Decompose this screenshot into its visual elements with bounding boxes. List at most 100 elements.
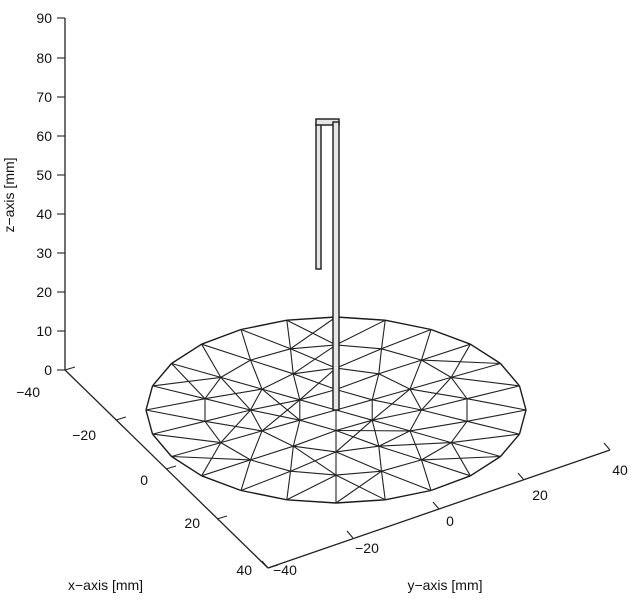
mesh-edge — [205, 410, 251, 421]
mesh-edge — [202, 330, 241, 345]
z-axis-label: z−axis [mm] — [1, 157, 17, 232]
mesh-edge — [410, 431, 451, 443]
mesh-edge — [291, 317, 337, 349]
mesh-edge — [372, 374, 379, 400]
mesh-edge — [520, 410, 527, 434]
mesh-edge — [379, 431, 410, 446]
mesh-edge — [451, 434, 519, 443]
mesh-edge — [287, 500, 336, 503]
mesh-edge — [336, 368, 379, 374]
mesh-edge — [467, 399, 526, 410]
mesh-edge — [251, 360, 294, 374]
mesh-edge — [336, 500, 385, 503]
mesh-edge — [221, 377, 262, 389]
mesh-edge — [372, 389, 410, 420]
mesh-edge — [451, 377, 467, 398]
mesh-edge — [251, 349, 291, 360]
z-tick-label: 80 — [36, 50, 52, 66]
z-tick-label: 90 — [36, 10, 52, 26]
mesh-edge — [336, 390, 372, 400]
mesh-edge — [336, 349, 382, 368]
mesh-edge — [382, 471, 386, 500]
mesh-edge — [422, 399, 468, 410]
mesh-edge — [431, 330, 470, 345]
mesh-edge — [422, 460, 432, 491]
mesh-edge — [382, 471, 432, 490]
mesh-edge — [422, 410, 468, 421]
mesh-edge — [146, 410, 205, 421]
mesh-edge — [451, 421, 467, 442]
mesh-edge — [372, 420, 379, 446]
mesh-edge — [336, 320, 385, 345]
mesh-edge — [379, 446, 382, 471]
mesh-edge — [291, 345, 337, 349]
mesh-edge — [520, 386, 527, 410]
mesh-edge — [470, 344, 500, 363]
z-tick-label: 30 — [36, 245, 52, 261]
y-ticks — [262, 443, 610, 568]
mesh-edge — [467, 421, 520, 434]
mesh-edge — [205, 399, 251, 410]
mesh-edge — [379, 360, 422, 374]
mesh-edge — [372, 410, 421, 420]
mesh-edge — [410, 360, 422, 389]
x-tick-label: 40 — [236, 562, 252, 578]
mesh-edge — [251, 410, 300, 420]
mesh-edge — [205, 421, 221, 442]
mesh-edge — [205, 377, 221, 398]
z-ticks — [57, 18, 65, 370]
mesh-edge — [153, 364, 172, 386]
mesh-edge — [241, 471, 291, 490]
mesh-edge — [291, 471, 337, 475]
mesh-edge — [382, 460, 422, 471]
mesh-edge — [153, 434, 221, 443]
probe-short-arm — [316, 124, 321, 269]
mesh-edge — [422, 330, 432, 361]
mesh-edge — [153, 434, 172, 456]
mesh-edge — [467, 410, 526, 421]
mesh-edge — [382, 349, 422, 360]
mesh-edge — [241, 320, 287, 329]
probe-antenna — [316, 119, 339, 410]
mesh-edge — [146, 399, 205, 410]
mesh-edge — [287, 320, 336, 345]
mesh-edge — [221, 360, 251, 377]
y-tick-label: 40 — [612, 462, 628, 478]
mesh-edge — [287, 471, 291, 500]
mesh-edge — [410, 431, 422, 460]
y-axis-label: y−axis [mm] — [407, 577, 482, 593]
mesh-edge — [291, 349, 337, 368]
mesh-edge — [287, 475, 336, 500]
mesh-edge — [293, 420, 300, 446]
mesh-edge — [300, 400, 336, 410]
mesh-edge — [300, 420, 336, 430]
mesh-edge — [385, 320, 431, 329]
mesh-edge — [372, 420, 410, 431]
mesh-edge — [431, 476, 470, 491]
mesh-edge — [221, 443, 251, 460]
x-tick-label: 0 — [140, 472, 148, 488]
z-tick-label: 60 — [36, 128, 52, 144]
mesh-edge — [293, 431, 336, 447]
mesh-edge — [410, 377, 451, 389]
mesh-edge — [300, 410, 336, 420]
z-tick-label: 50 — [36, 167, 52, 183]
mesh-edge — [202, 476, 241, 491]
mesh-edge — [262, 374, 293, 389]
x-tick-label: −40 — [16, 384, 40, 400]
mesh-edge — [251, 460, 291, 471]
mesh-edge — [146, 410, 153, 434]
mesh-edge — [385, 491, 431, 500]
mesh-edge — [153, 421, 206, 434]
mesh-edge — [336, 374, 379, 390]
y-tick-label: −40 — [273, 562, 297, 578]
mesh-edge — [336, 400, 372, 410]
mesh-edge — [241, 330, 291, 349]
mesh-edge — [422, 360, 452, 377]
z-tick-label: 40 — [36, 206, 52, 222]
mesh-edge — [221, 431, 262, 443]
mesh-edge — [336, 452, 382, 471]
mesh-edge — [291, 349, 294, 374]
